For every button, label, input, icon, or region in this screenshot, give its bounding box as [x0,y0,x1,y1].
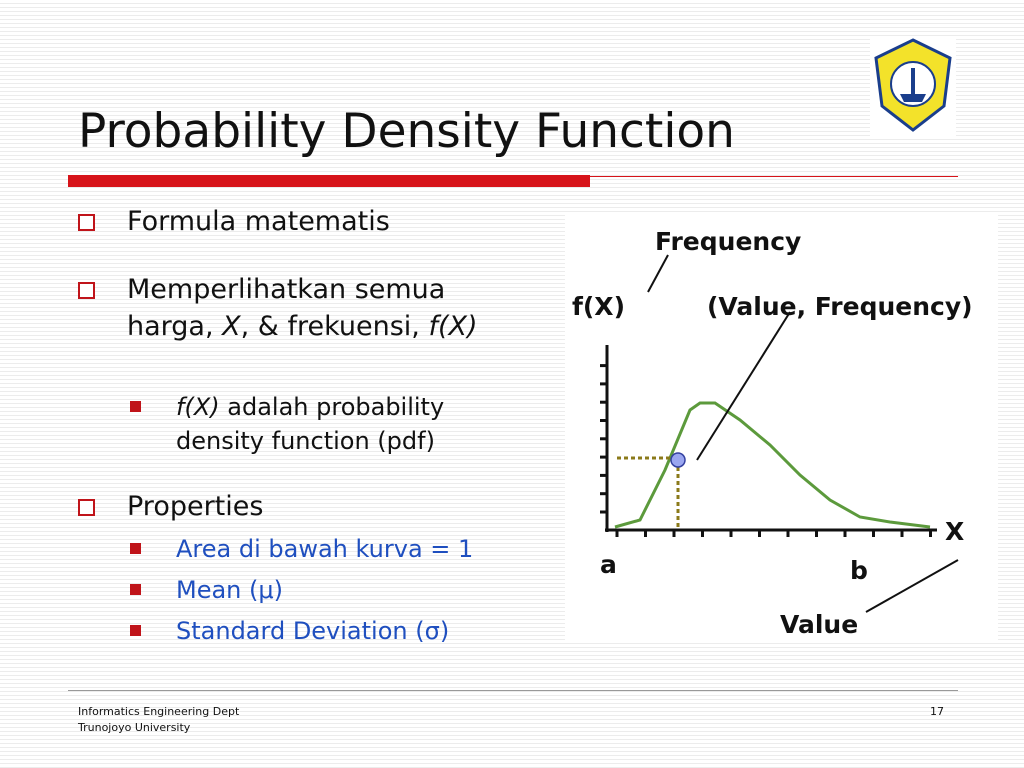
bullet: Memperlihatkan semua harga, X, & frekuen… [127,271,507,345]
footer-text: Informatics Engineering Dept [78,705,240,718]
footer-text: Trunojoyo University [78,721,191,734]
title-bar [68,175,590,187]
figure-label: X [945,517,964,546]
text: f(X) [176,393,220,421]
figure-label: b [850,556,868,585]
bullet-box [78,214,95,231]
footer-rule [68,690,958,691]
figure-label: (Value, Frequency) [707,292,973,321]
sub-bullet-square [130,401,141,412]
figure-label: Value [780,610,858,639]
figure-label: Frequency [655,227,801,256]
slide-title: Probability Density Function [78,104,735,159]
bullet: Formula matematis [127,206,390,237]
sub-bullet: Area di bawah kurva = 1 [176,535,474,563]
bullet: Properties [127,491,264,522]
sub-bullet: f(X) adalah probability density function… [176,390,536,458]
text: X [222,311,241,342]
logo [870,36,956,136]
text: Memperlihatkan semua harga, [127,274,446,342]
bullet-box [78,499,95,516]
text: adalah probability density function (pdf… [176,393,445,455]
sub-bullet: Mean (μ) [176,576,284,604]
sub-bullet-square [130,543,141,554]
sub-bullet: Standard Deviation (σ) [176,617,450,645]
figure-label: a [600,550,617,579]
text: f(X) [428,311,478,342]
figure-label: f(X) [572,292,625,321]
sub-bullet-square [130,584,141,595]
pdf-figure: Frequency f(X) (Value, Frequency) X a b … [565,213,998,640]
text: , & frekuensi, [240,311,429,342]
title-rule [590,176,958,177]
sub-bullet-square [130,625,141,636]
page-number: 17 [930,705,944,718]
bullet-box [78,282,95,299]
